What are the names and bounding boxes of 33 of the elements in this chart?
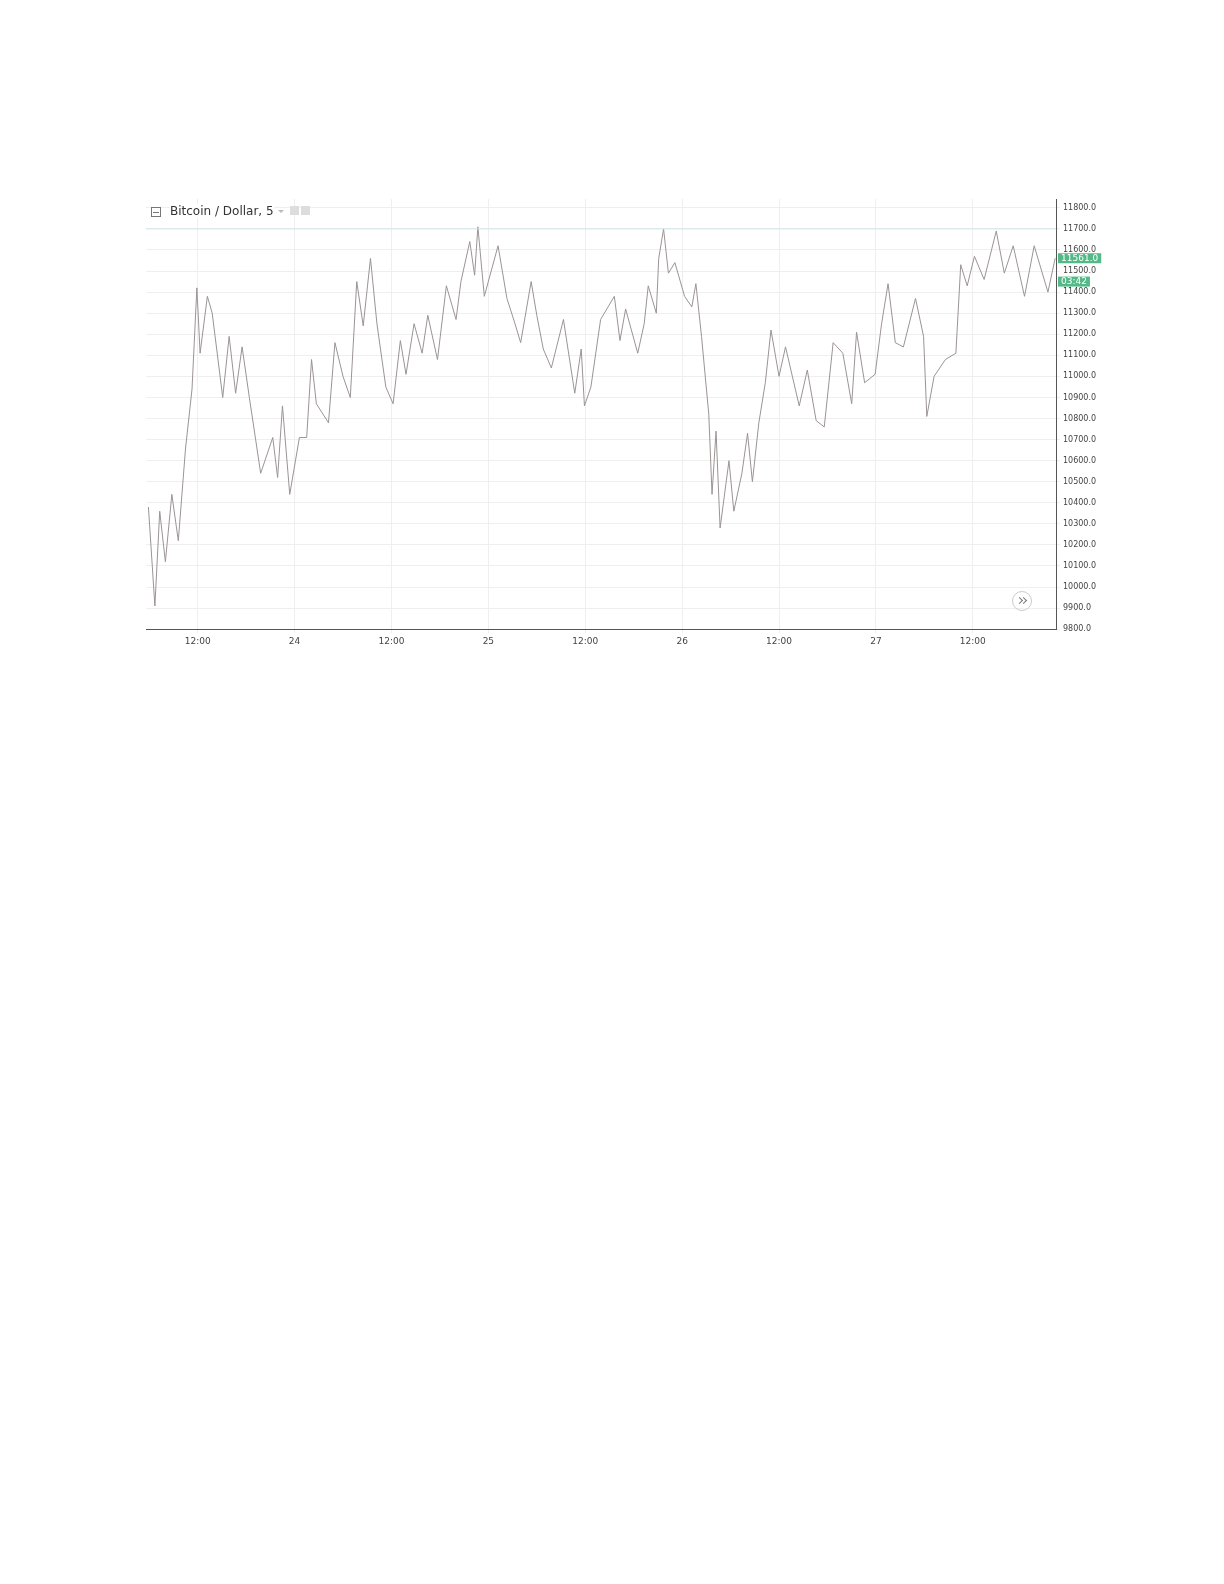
x-tick-label: 26 <box>676 635 689 646</box>
y-tick-label: 11300.0 <box>1063 308 1097 318</box>
y-tick-label: 11800.0 <box>1063 202 1097 212</box>
y-tick-label: 11100.0 <box>1063 350 1097 360</box>
y-tick-label: 11600.0 <box>1063 245 1097 255</box>
x-tick-label: 24 <box>288 635 301 646</box>
y-tick-label: 10600.0 <box>1063 455 1097 465</box>
text: 03:42 <box>1061 275 1087 286</box>
y-tick-label: 10300.0 <box>1063 518 1097 528</box>
y-tick-label: 10800.0 <box>1063 413 1097 423</box>
y-tick-label: 10100.0 <box>1063 561 1097 571</box>
y-tick-label: 10400.0 <box>1063 497 1097 507</box>
y-tick-label: 9900.0 <box>1063 603 1091 613</box>
y-tick-label: 9800.0 <box>1063 624 1091 634</box>
y-tick-label: 10000.0 <box>1063 582 1097 592</box>
y-tick-label: 10500.0 <box>1063 476 1097 486</box>
x-tick-label: 27 <box>870 635 882 646</box>
y-tick-label: 11200.0 <box>1063 329 1097 339</box>
y-tick-label: 10200.0 <box>1063 540 1097 550</box>
x-tick-label: 12:00 <box>184 635 211 646</box>
x-tick-label: 12:00 <box>378 635 405 646</box>
x-tick-label: 12:00 <box>766 635 793 646</box>
y-tick-label: 11700.0 <box>1063 223 1097 233</box>
x-tick-label: 12:00 <box>959 635 987 646</box>
y-tick-label: 10700.0 <box>1063 434 1097 444</box>
y-tick-label: 10900.0 <box>1063 392 1097 402</box>
y-tick-label: 11400.0 <box>1063 287 1097 297</box>
y-tick-label: 11500.0 <box>1063 266 1097 276</box>
x-tick-label: 12:00 <box>572 635 599 646</box>
annotation: 11561.0 <box>1061 252 1099 263</box>
text: Bitcoin / Dollar, 5 <box>170 204 274 218</box>
x-tick-label: 25 <box>482 635 495 646</box>
y-tick-label: 11000.0 <box>1063 371 1097 381</box>
